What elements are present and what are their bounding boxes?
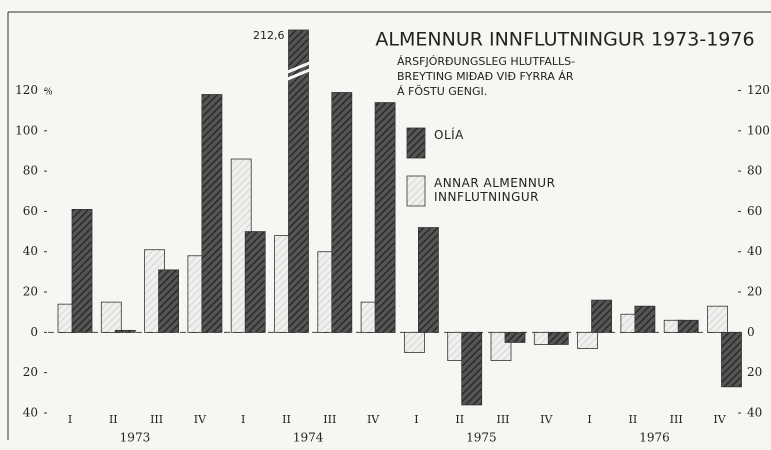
y-tick-label: 100: [15, 123, 38, 137]
subtitle: Á FÖSTU GENGI.: [397, 85, 487, 98]
x-tick-label: IV: [713, 413, 726, 426]
x-tick-label: III: [496, 413, 509, 426]
y-tick-label: 20: [23, 285, 38, 299]
x-tick-label: IV: [194, 413, 207, 426]
y2-tick-label: 100: [747, 123, 770, 137]
x-tick-label: II: [109, 413, 118, 426]
y-tick-label: 120: [15, 83, 38, 97]
x-tick-label: III: [670, 413, 683, 426]
bar: [417, 227, 439, 333]
legend-swatch: [406, 175, 426, 207]
x-tick-label: I: [241, 413, 245, 426]
legend-label: OLÍA: [434, 128, 464, 142]
group-label: 1976: [639, 431, 670, 445]
bar: [504, 331, 526, 343]
x-tick-label: I: [68, 413, 72, 426]
y-tick-label: 40: [23, 406, 38, 420]
y2-tick-label: 80: [747, 164, 762, 178]
value-label: 212,6: [253, 29, 285, 42]
y2-tick-label: 20: [747, 365, 762, 379]
bar: [71, 209, 93, 333]
y2-tick-label: 40: [747, 244, 762, 258]
x-tick-label: II: [629, 413, 638, 426]
bar: [374, 102, 396, 333]
axis-break: [279, 65, 318, 84]
subtitle: BREYTING MIÐAÐ VIÐ FYRRA ÁR: [397, 70, 574, 83]
unit-label: %: [44, 88, 53, 98]
bar: [244, 231, 266, 333]
y-tick-label: 20: [23, 365, 38, 379]
x-tick-label: III: [323, 413, 336, 426]
y-tick-label: 0: [30, 325, 38, 339]
bar: [403, 331, 425, 353]
bar: [288, 29, 309, 333]
y2-tick-label: 0: [747, 325, 755, 339]
y2-tick-label: 120: [747, 83, 770, 97]
x-tick-label: II: [282, 413, 291, 426]
bar: [331, 92, 353, 333]
y2-tick-label: 20: [747, 285, 762, 299]
axis-break: [279, 58, 318, 77]
y-tick-label: 60: [23, 204, 38, 218]
x-tick-label: IV: [540, 413, 553, 426]
x-tick-label: II: [455, 413, 464, 426]
bar: [721, 331, 742, 388]
x-tick-label: I: [587, 413, 591, 426]
bar: [461, 331, 483, 406]
x-tick-label: IV: [367, 413, 380, 426]
bar: [634, 305, 656, 333]
x-tick-label: III: [150, 413, 163, 426]
chart-title: ALMENNUR INNFLUTNINGUR 1973-1976: [375, 29, 754, 51]
group-label: 1974: [293, 431, 324, 445]
bar: [677, 319, 699, 333]
group-label: 1975: [466, 431, 497, 445]
bar: [100, 301, 122, 333]
bar: [158, 269, 180, 333]
subtitle: ÁRSFJÓRÐUNGSLEG HLUTFALLS-: [397, 55, 575, 68]
bar: [707, 305, 728, 333]
y2-tick-label: 40: [747, 406, 762, 420]
bar: [547, 331, 569, 345]
legend-label: ANNAR ALMENNUR INNFLUTNINGUR: [434, 176, 556, 204]
group-label: 1973: [120, 431, 151, 445]
bar: [591, 299, 612, 333]
legend-swatch: [406, 127, 426, 159]
bar: [114, 329, 136, 333]
x-tick-label: I: [414, 413, 418, 426]
bar: [577, 331, 598, 349]
y-tick-label: 40: [23, 244, 38, 258]
y-tick-label: 80: [23, 164, 38, 178]
y2-tick-label: 60: [747, 204, 762, 218]
bar: [201, 94, 223, 333]
